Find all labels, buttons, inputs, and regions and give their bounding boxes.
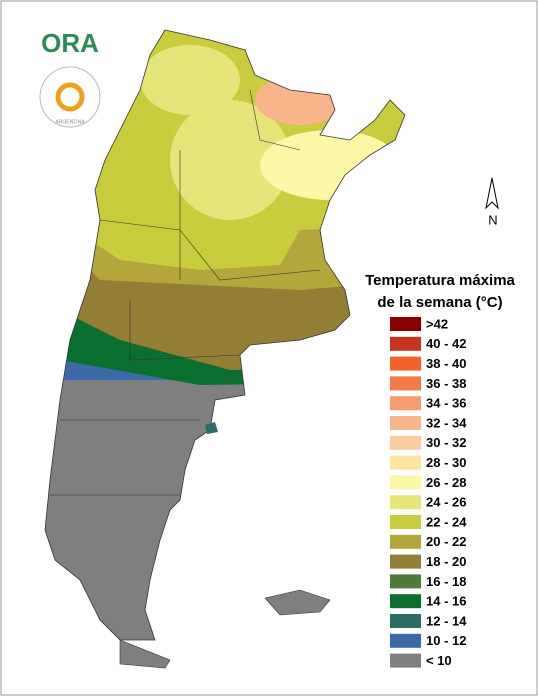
- legend-label: 22 - 24: [426, 514, 467, 529]
- legend-label: 30 - 32: [426, 435, 466, 450]
- legend-swatch: [390, 475, 421, 490]
- legend-label: 16 - 18: [426, 574, 466, 589]
- seal: [39, 66, 101, 128]
- legend-label: 14 - 16: [426, 594, 466, 609]
- legend-label: >42: [426, 316, 448, 331]
- region: [140, 45, 240, 115]
- seal-emblem: [55, 82, 85, 112]
- legend-swatch: [390, 455, 421, 470]
- legend-label: 18 - 20: [426, 554, 466, 569]
- legend-label: 12 - 14: [426, 613, 467, 628]
- legend-swatch: [390, 574, 421, 589]
- legend-title: de la semana (°C): [377, 294, 502, 311]
- province-borders: [50, 89, 321, 496]
- legend-label: 28 - 30: [426, 455, 466, 470]
- legend-label: 32 - 34: [426, 415, 467, 430]
- legend-title: Temperatura máxima: [365, 272, 515, 289]
- tierra-del-fuego: [119, 639, 171, 669]
- legend-swatch: [390, 614, 421, 628]
- legend-label: 38 - 40: [426, 356, 466, 371]
- legend-swatch: [390, 554, 421, 569]
- legend-swatch: [390, 594, 421, 609]
- country-outline: [44, 29, 406, 641]
- legend-label: 10 - 12: [426, 633, 466, 648]
- legend-label: 40 - 42: [426, 336, 466, 351]
- legend-swatch: [390, 653, 421, 668]
- seal-text: ARGENTINA: [55, 119, 85, 125]
- legend: Temperatura máxima de la semana (°C) >42 40…: [365, 272, 515, 668]
- logo: ORA: [41, 28, 99, 58]
- legend-swatch: [390, 317, 421, 331]
- north-arrow: [485, 177, 499, 210]
- legend-swatch: [390, 396, 421, 411]
- legend-swatch: [390, 435, 421, 450]
- legend-label: 20 - 22: [426, 534, 466, 549]
- region: [45, 380, 170, 470]
- islands: [264, 589, 331, 616]
- legend-swatch: [390, 495, 421, 510]
- region: [170, 100, 290, 220]
- legend-label: 24 - 26: [426, 495, 466, 510]
- legend-swatch: [390, 356, 421, 371]
- legend-label: 34 - 36: [426, 396, 466, 411]
- legend-swatch: [390, 534, 421, 549]
- legend-swatch: [390, 515, 421, 529]
- legend-swatch: [390, 416, 421, 430]
- island: [205, 422, 218, 434]
- legend-swatch: [390, 336, 421, 351]
- north-label: N: [488, 212, 497, 227]
- legend-swatch: [390, 376, 421, 391]
- legend-label: 36 - 38: [426, 376, 466, 391]
- legend-label: < 10: [426, 653, 452, 668]
- legend-swatch: [390, 633, 421, 648]
- legend-label: 26 - 28: [426, 475, 466, 490]
